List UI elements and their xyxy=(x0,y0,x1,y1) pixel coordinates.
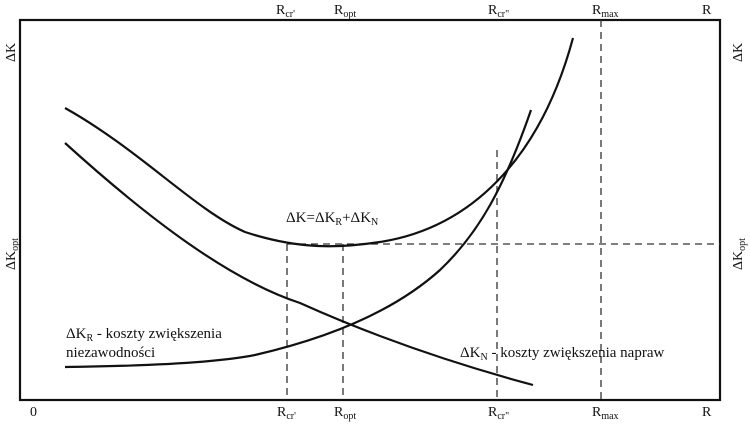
right-dk-axis-label: ΔK xyxy=(731,43,746,62)
repair-cost-curve-kn xyxy=(64,142,534,387)
plot-frame xyxy=(18,18,722,402)
total-cost-formula-label: ΔK=ΔKR+ΔKN xyxy=(286,210,378,228)
left-dk-axis-label: ΔK xyxy=(4,43,19,62)
reliability-cost-curve-kr xyxy=(64,109,533,369)
kn-legend: ΔKN - koszty zwiększenia napraw xyxy=(460,345,664,363)
kr-legend-line2: niezawodności xyxy=(66,345,155,361)
bottom-label-r-max: Rmax xyxy=(592,405,619,422)
left-dk-opt-label: ΔKopt xyxy=(4,238,21,270)
top-label-r-opt: Ropt xyxy=(334,3,356,20)
origin-label: 0 xyxy=(30,405,37,420)
top-label-r-max: Rmax xyxy=(592,3,619,20)
bottom-label-r-opt: Ropt xyxy=(334,405,356,422)
top-label-r-cr2: Rcr" xyxy=(488,3,509,20)
right-dk-opt-label: ΔKopt xyxy=(731,238,748,270)
total-cost-curve xyxy=(64,37,575,248)
bottom-label-r-cr1: Rcr' xyxy=(277,405,296,422)
top-label-r-axis: R xyxy=(702,3,712,18)
top-label-r-cr1: Rcr' xyxy=(276,3,295,20)
bottom-label-r-axis: R xyxy=(702,405,712,420)
bottom-label-r-cr2: Rcr" xyxy=(488,405,509,422)
kr-legend-line1: ΔKR - koszty zwiększenia xyxy=(66,326,222,344)
